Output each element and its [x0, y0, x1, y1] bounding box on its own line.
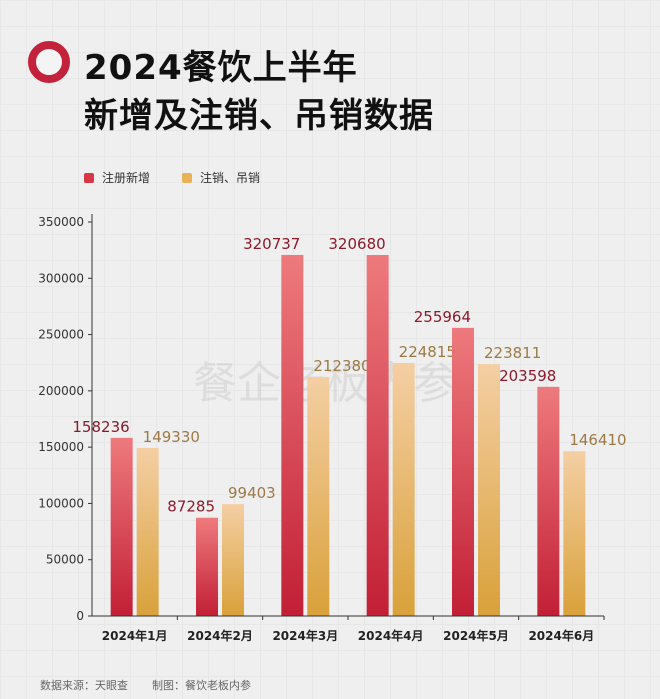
- bar-cancellation: [563, 451, 586, 616]
- x-tick-label: 2024年1月: [102, 628, 168, 643]
- bar-cancellation: [392, 362, 415, 616]
- x-tick-label: 2024年4月: [358, 628, 424, 643]
- chart-legend: 注册新增 注销、吊销: [84, 169, 284, 186]
- data-label-new: 87285: [167, 498, 215, 516]
- data-label-new: 255964: [414, 308, 471, 326]
- bar-cancellation: [136, 447, 159, 616]
- footer-maker: 制图：餐饮老板内参: [152, 679, 251, 692]
- bar-new-registration: [452, 327, 474, 616]
- y-tick-label: 250000: [38, 328, 84, 342]
- data-label-cancel: 224815: [399, 343, 456, 361]
- y-tick-label: 350000: [38, 215, 84, 229]
- page-title-line1: 2024餐饮上半年: [84, 48, 358, 88]
- x-tick-label: 2024年5月: [443, 628, 509, 643]
- bar-new-registration: [196, 517, 218, 616]
- bar-cancellation: [307, 376, 330, 616]
- y-tick-label: 0: [76, 609, 84, 623]
- y-tick-label: 200000: [38, 384, 84, 398]
- bar-new-registration: [281, 254, 304, 616]
- x-tick-label: 2024年2月: [187, 628, 253, 643]
- data-label-new: 203598: [499, 367, 556, 385]
- data-label-cancel: 149330: [143, 428, 200, 446]
- x-tick-label: 2024年6月: [528, 628, 594, 643]
- logo-icon: [28, 41, 70, 83]
- legend-swatch-new: [84, 172, 94, 183]
- y-tick-label: 150000: [38, 440, 84, 454]
- data-label-new: 320737: [243, 235, 300, 253]
- footer-source: 数据来源：天眼查: [40, 679, 128, 692]
- data-label-cancel: 99403: [228, 484, 276, 502]
- legend-label-new: 注册新增: [102, 171, 151, 185]
- y-tick-label: 50000: [46, 553, 84, 567]
- y-tick-label: 100000: [38, 496, 84, 510]
- bar-new-registration: [110, 437, 133, 616]
- bar-cancellation: [478, 364, 500, 616]
- data-label-cancel: 212380: [313, 357, 370, 375]
- footer: 数据来源：天眼查 制图：餐饮老板内参: [40, 677, 251, 693]
- y-tick-label: 300000: [38, 271, 84, 285]
- data-label-new: 158236: [72, 418, 129, 436]
- x-tick-label: 2024年3月: [272, 628, 338, 643]
- data-label-new: 320680: [328, 235, 385, 253]
- bar-cancellation: [222, 504, 244, 616]
- page-title-line2: 新增及注销、吊销数据: [84, 96, 434, 136]
- data-label-cancel: 223811: [484, 344, 541, 362]
- legend-item-cancel: 注销、吊销: [182, 169, 260, 186]
- data-label-cancel: 146410: [569, 431, 626, 449]
- legend-label-cancel: 注销、吊销: [200, 171, 261, 185]
- bar-new-registration: [537, 386, 560, 616]
- legend-item-new: 注册新增: [84, 169, 150, 186]
- legend-swatch-cancel: [182, 172, 193, 183]
- bar-new-registration: [366, 255, 389, 617]
